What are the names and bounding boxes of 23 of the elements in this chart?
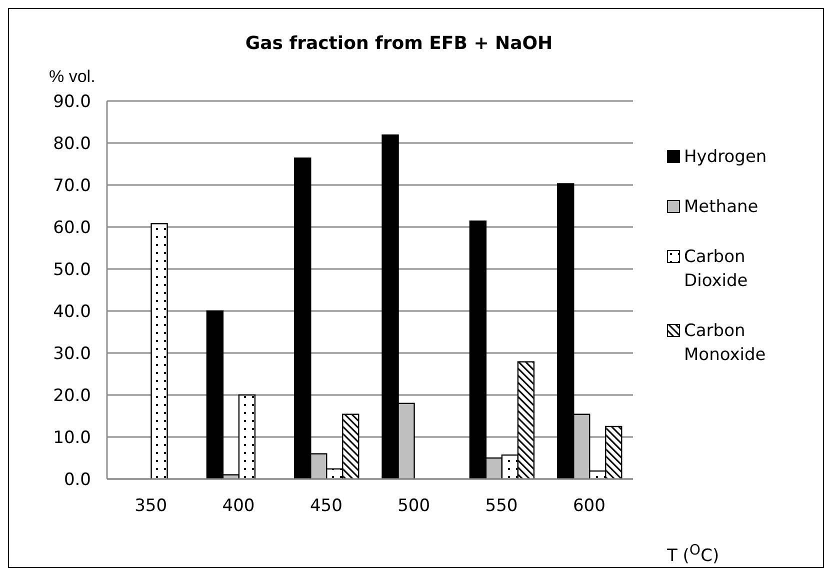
y-axis-title: % vol. <box>49 67 96 86</box>
x-tick-label: 550 <box>485 496 518 516</box>
legend-label: Carbon Dioxide <box>684 246 749 293</box>
legend-label: Methane <box>684 196 760 219</box>
chart-title: Gas fraction from EFB + NaOH <box>245 33 553 54</box>
y-tick-label: 50.0 <box>53 260 91 280</box>
y-tick-label: 80.0 <box>53 134 91 154</box>
y-tick-label: 20.0 <box>53 386 91 406</box>
x-tick-label: 500 <box>398 496 430 516</box>
y-tick-label: 40.0 <box>53 302 91 322</box>
x-tick-label: 400 <box>222 496 255 516</box>
y-tick-label: 60.0 <box>53 218 91 238</box>
x-tick-label: 350 <box>134 496 168 516</box>
legend-label: Carbon Monoxide <box>684 320 767 367</box>
x-tick-label: 600 <box>572 496 606 516</box>
x-tick-label: 450 <box>310 496 342 516</box>
y-tick-label: 90.0 <box>53 92 91 112</box>
y-tick-label: 70.0 <box>53 176 91 196</box>
y-tick-label: 0.0 <box>64 470 91 490</box>
x-axis-title: T ($^{O}$C) <box>667 542 720 566</box>
y-tick-label: 10.0 <box>53 428 91 448</box>
y-tick-label: 30.0 <box>53 344 91 364</box>
legend-label: Hydrogen <box>684 146 768 169</box>
